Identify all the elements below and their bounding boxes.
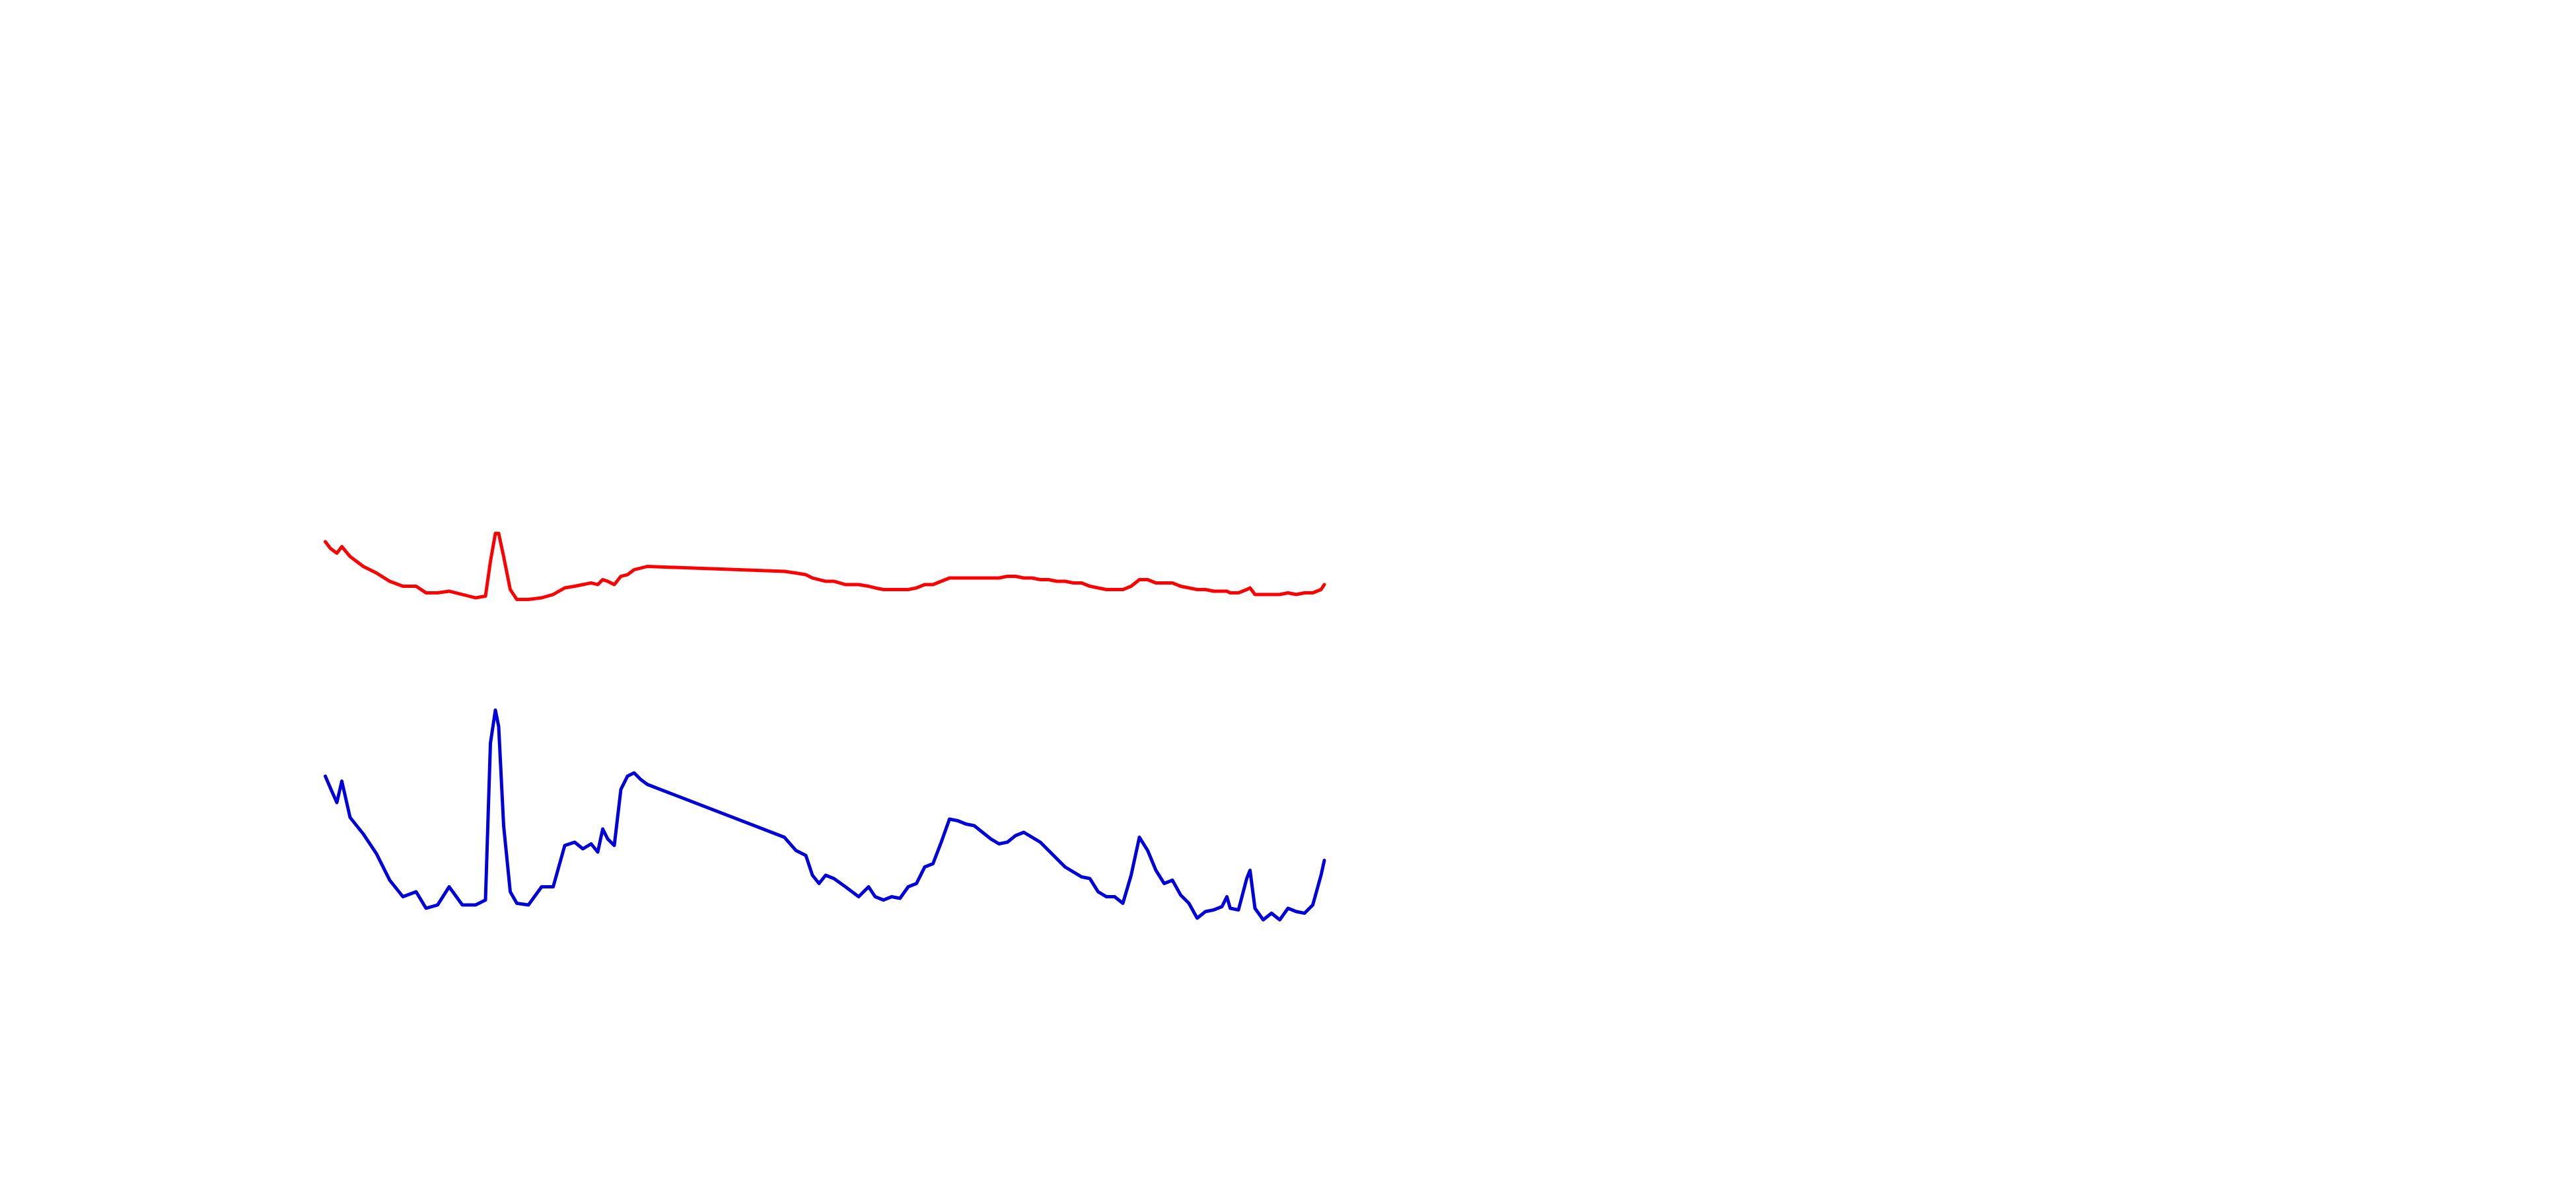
line-series: [324, 708, 1326, 921]
line-series: [324, 532, 1326, 601]
